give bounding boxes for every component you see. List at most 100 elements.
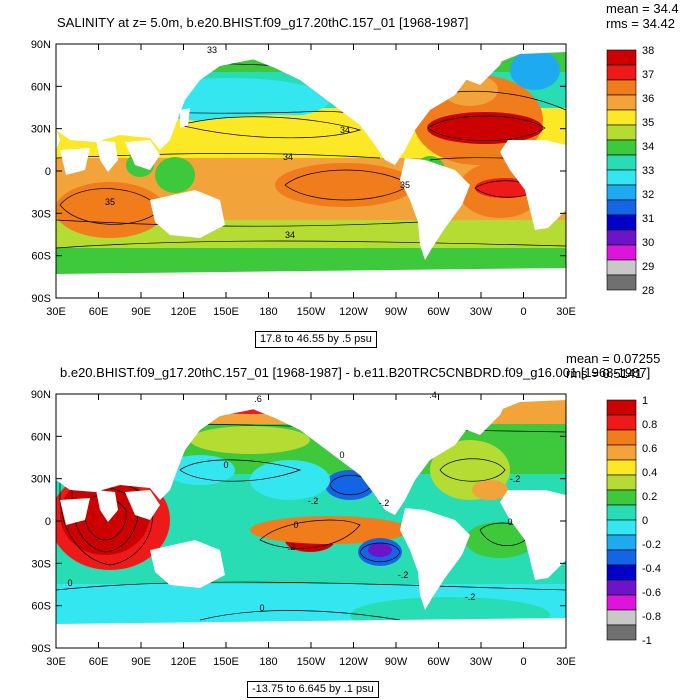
colorbar-swatch: [606, 504, 637, 521]
y-tick-label: 0: [45, 166, 51, 178]
land-mask-eurasia: [56, 394, 566, 500]
colorbar-swatch: [606, 549, 637, 566]
ocean-field-patch: [180, 115, 380, 145]
x-tick-label: 120W: [339, 656, 368, 668]
x-tick-label: 90W: [385, 306, 408, 318]
x-tick-label: 30W: [470, 656, 493, 668]
x-tick-label: 120E: [171, 306, 197, 318]
colorbar-label: 0.6: [642, 443, 657, 455]
y-tick-label: 60N: [31, 431, 51, 443]
colorbar-label: 37: [642, 69, 654, 81]
colorbar-swatch: [606, 519, 637, 536]
contour-line: [56, 240, 566, 249]
panel-difference-map: [55, 393, 637, 649]
colorbar-label: 0.8: [642, 419, 657, 431]
colorbar-swatch: [606, 169, 637, 186]
y-tick-label: 60N: [31, 81, 51, 93]
y-tick-label: 60S: [31, 601, 51, 613]
colorbar-swatch: [606, 214, 637, 231]
land-mask-japan: [180, 108, 190, 128]
land-mask-australia: [150, 540, 225, 588]
x-tick-label: 0: [520, 306, 526, 318]
colorbar-label: -0.4: [642, 563, 661, 575]
land-mask-africa: [56, 128, 60, 150]
x-tick-label: 60W: [427, 656, 450, 668]
chart-title: b.e20.BHIST.f09_g17.20thC.157_01 [1968-1…: [60, 365, 651, 380]
colorbar-label: 0: [642, 515, 648, 527]
colorbar-swatch: [606, 109, 637, 126]
contour-value-label: .4: [429, 390, 437, 400]
colorbar-label: -0.2: [642, 539, 661, 551]
colorbar-label: 0.2: [642, 491, 657, 503]
colorbar-label: 36: [642, 93, 654, 105]
contour-value-label: .6: [254, 394, 262, 404]
contour-line: [179, 116, 362, 139]
land-mask-india: [96, 490, 118, 522]
colorbar-label: 29: [642, 261, 654, 273]
contour-value-label: 0: [67, 578, 72, 588]
y-tick-label: 0: [45, 516, 51, 528]
colorbar-swatch: [606, 579, 637, 596]
y-tick-label: 30S: [31, 558, 51, 570]
colorbar-swatch: [606, 139, 637, 156]
x-tick-label: 30W: [470, 306, 493, 318]
stat-mean: mean = 34.4: [606, 1, 679, 16]
land-mask-australia: [150, 190, 225, 238]
colorbar-swatch: [606, 444, 637, 461]
colorbar-label: 31: [642, 213, 654, 225]
x-tick-label: 30E: [46, 656, 66, 668]
colorbar-swatch: [606, 64, 637, 81]
ocean-field-patch: [465, 522, 535, 558]
land-mask-north-america: [250, 56, 470, 165]
contour-value-label: 0: [223, 460, 228, 470]
y-tick-label: 90N: [31, 389, 51, 401]
colorbar-label: 38: [642, 45, 654, 57]
contour-line: [56, 153, 381, 159]
contour-value-label: 35: [105, 197, 115, 207]
y-tick-label: 30N: [31, 474, 51, 486]
contour-line: [359, 542, 401, 563]
land-mask-south-america: [400, 508, 470, 610]
colorbar-swatch: [606, 564, 637, 581]
land-mask-south-america: [400, 158, 470, 260]
land-mask-africa-main: [500, 490, 566, 580]
contour-line: [71, 485, 139, 553]
ocean-field-patch: [165, 455, 235, 485]
colorbar-label: -0.6: [642, 587, 661, 599]
contour-line: [56, 581, 566, 591]
contour-line: [427, 115, 546, 142]
colorbar-swatch: [606, 474, 637, 491]
land-mask-se-asia: [125, 490, 160, 520]
colorbar-swatch: [606, 184, 637, 201]
contour-value-label: 0: [293, 520, 298, 530]
contour-value-label: 33: [207, 45, 217, 55]
y-tick-label: 90S: [31, 293, 51, 305]
stat-rms: rms = 0.5141: [566, 366, 643, 381]
ocean-field-patch: [427, 112, 543, 144]
colorbar-swatch: [606, 399, 637, 416]
x-tick-label: 30E: [556, 306, 576, 318]
x-tick-label: 120E: [171, 656, 197, 668]
ocean-field-patch: [60, 590, 240, 630]
colorbar-label: 34: [642, 141, 654, 153]
land-mask-antarctica: [56, 268, 566, 298]
x-tick-label: 180: [259, 306, 277, 318]
ocean-field-patch: [155, 157, 195, 193]
contour-value-label: -.2: [465, 592, 476, 602]
x-tick-label: 0: [520, 656, 526, 668]
y-tick-label: 30N: [31, 124, 51, 136]
land-mask-greenland: [440, 394, 510, 435]
y-tick-label: 90N: [31, 39, 51, 51]
colorbar-label: 32: [642, 189, 654, 201]
land-mask-north-america: [250, 406, 470, 515]
x-tick-label: 150E: [213, 306, 239, 318]
contour-line: [439, 458, 506, 482]
x-tick-label: 90E: [131, 306, 151, 318]
ocean-field-patch: [368, 543, 392, 557]
x-tick-label: 60E: [89, 306, 109, 318]
contour-value-label: 34: [283, 152, 293, 162]
colorbar-label: 30: [642, 237, 654, 249]
y-tick-label: 90S: [31, 643, 51, 655]
colorbar-label: -1: [642, 635, 652, 647]
